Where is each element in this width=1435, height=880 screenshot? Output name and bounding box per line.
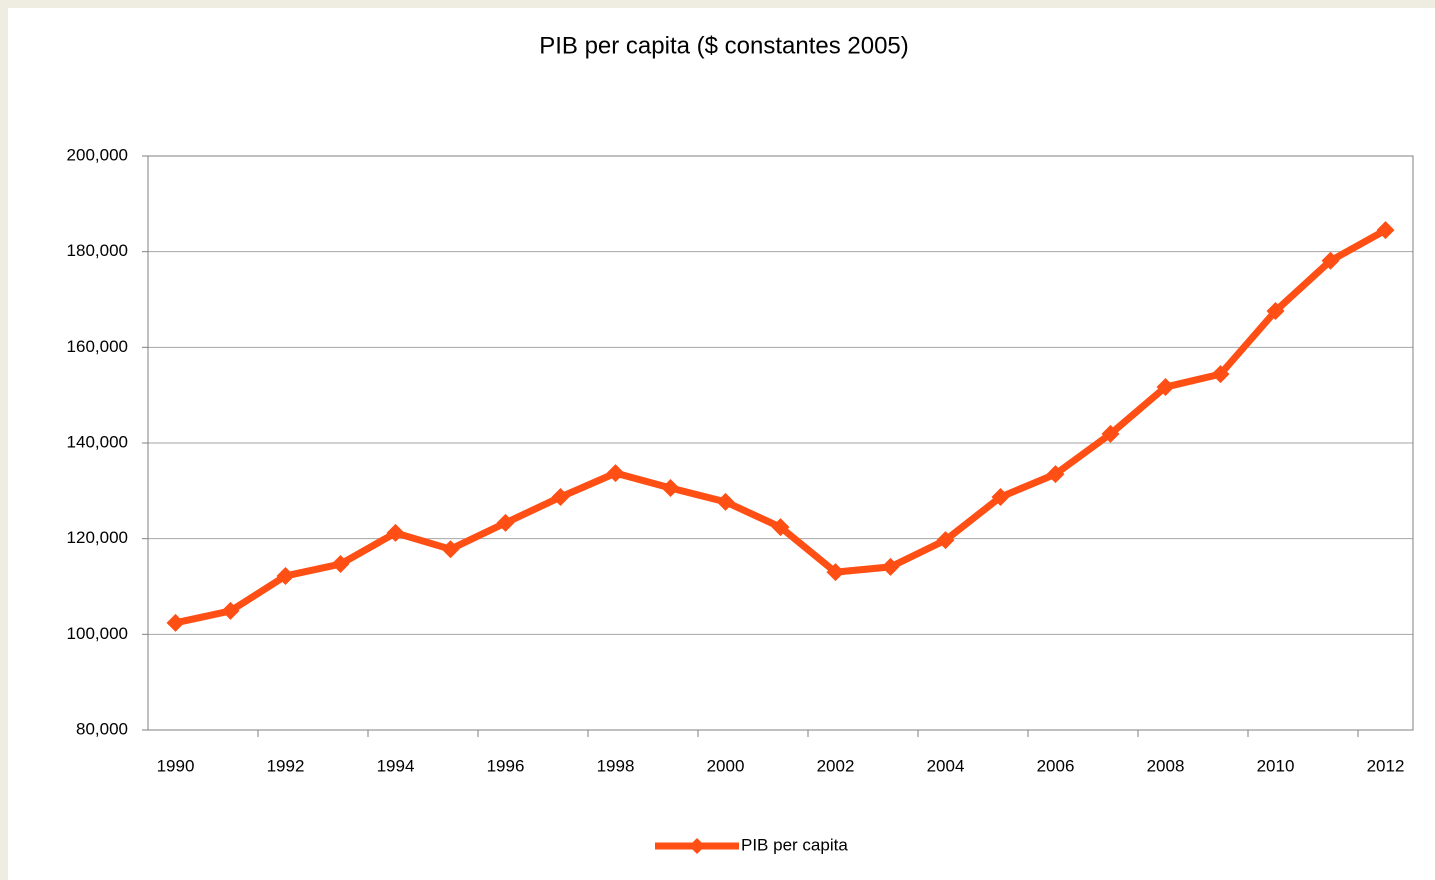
data-point [386, 523, 405, 542]
data-point [1156, 378, 1175, 397]
data-point [826, 563, 845, 582]
y-tick-label: 80,000 [76, 719, 128, 738]
chart-background [8, 8, 1435, 880]
x-tick-label: 1994 [377, 756, 415, 775]
y-tick-label: 180,000 [67, 241, 128, 260]
data-point [716, 492, 735, 511]
x-tick-label: 1992 [267, 756, 305, 775]
chart-title: PIB per capita ($ constantes 2005) [539, 32, 909, 59]
x-tick-label: 1990 [157, 756, 195, 775]
data-point [771, 518, 790, 537]
data-point [936, 531, 955, 550]
data-point [991, 488, 1010, 507]
data-point [166, 613, 185, 632]
data-point [606, 464, 625, 483]
data-point [551, 488, 570, 507]
data-point [441, 540, 460, 559]
y-tick-label: 140,000 [67, 432, 128, 451]
data-point [1211, 365, 1230, 384]
data-point [1321, 251, 1340, 270]
legend-label: PIB per capita [741, 835, 848, 854]
x-tick-label: 2012 [1367, 756, 1405, 775]
data-point [1266, 301, 1285, 320]
data-point [331, 555, 350, 574]
y-tick-label: 100,000 [67, 624, 128, 643]
y-tick-label: 200,000 [67, 145, 128, 164]
y-tick-label: 120,000 [67, 528, 128, 547]
x-tick-label: 1996 [487, 756, 525, 775]
data-point [1046, 465, 1065, 484]
x-tick-label: 2006 [1037, 756, 1075, 775]
x-tick-label: 1998 [597, 756, 635, 775]
data-point [881, 557, 900, 576]
x-tick-label: 2010 [1257, 756, 1295, 775]
x-tick-label: 2004 [927, 756, 965, 775]
data-point [1101, 424, 1120, 443]
plot-frame [147, 155, 1414, 731]
y-tick-label: 160,000 [67, 337, 128, 356]
data-point [661, 478, 680, 497]
data-point [1376, 221, 1395, 240]
data-point [496, 513, 515, 532]
legend-marker [689, 838, 705, 854]
data-point [276, 566, 295, 585]
x-tick-label: 2000 [707, 756, 745, 775]
x-tick-label: 2008 [1147, 756, 1185, 775]
data-point [221, 601, 240, 620]
x-tick-label: 2002 [817, 756, 855, 775]
